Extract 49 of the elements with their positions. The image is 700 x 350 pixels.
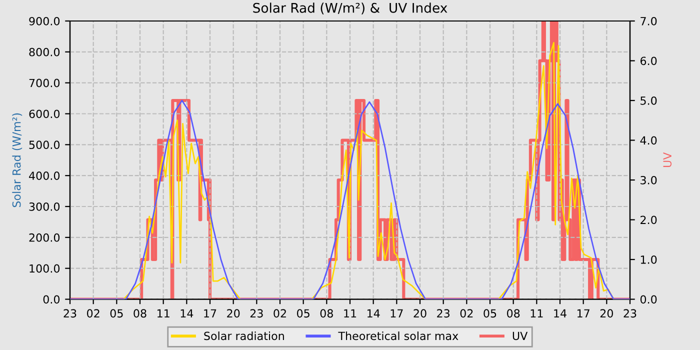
y-tick-label: 700.0 <box>29 78 60 88</box>
y2-tick-label: 1.0 <box>640 255 657 264</box>
x-tick-label: 02 <box>274 309 286 318</box>
x-tick-label: 23 <box>624 309 636 318</box>
x-tick-label: 17 <box>577 309 590 318</box>
y2-tick-label: 2.0 <box>640 216 657 224</box>
y-tick-label: 800.0 <box>29 48 60 56</box>
y2-tick-label: 3.0 <box>640 176 657 184</box>
y2-tick-label: 7.0 <box>640 16 657 26</box>
x-tick-label: 23 <box>437 309 450 318</box>
x-tick-label: 11 <box>530 309 543 318</box>
x-tick-label: 23 <box>250 309 263 318</box>
y-tick-label: 600.0 <box>29 110 60 118</box>
y2-axis-title: UV <box>663 152 672 168</box>
x-tick-label: 05 <box>296 309 310 318</box>
legend-label: Solar radiation <box>204 332 284 340</box>
x-tick-label: 11 <box>157 309 170 318</box>
y-tick-label: 300.0 <box>29 202 60 211</box>
x-tick-label: 02 <box>86 309 100 318</box>
x-tick-label: 23 <box>64 309 76 318</box>
x-tick-label: 20 <box>414 309 426 318</box>
x-tick-label: 05 <box>484 309 496 318</box>
y-tick-label: 400.0 <box>29 172 60 180</box>
chart-title: Solar Rad (W/m²) & UV Index <box>253 2 448 14</box>
x-tick-label: 20 <box>600 309 613 318</box>
y2-tick-label: 5.0 <box>640 96 657 105</box>
x-tick-label: 14 <box>180 309 194 318</box>
y-tick-label: 0.0 <box>43 295 60 304</box>
y-axis-title: Solar Rad (W/m²) <box>12 113 22 208</box>
x-tick-label: 14 <box>554 309 566 318</box>
y-tick-label: 900.0 <box>29 16 60 26</box>
y-tick-label: 200.0 <box>29 233 60 242</box>
x-tick-label: 08 <box>506 309 520 318</box>
x-tick-label: 02 <box>460 309 473 318</box>
x-tick-label: 17 <box>390 309 403 318</box>
x-tick-label: 05 <box>110 309 123 318</box>
x-tick-label: 14 <box>367 309 380 318</box>
legend-label: UV <box>512 332 528 340</box>
x-tick-label: 20 <box>227 309 240 318</box>
x-tick-label: 08 <box>320 309 333 318</box>
y2-tick-label: 4.0 <box>640 136 657 145</box>
y-tick-label: 100.0 <box>30 264 60 273</box>
x-tick-label: 08 <box>134 309 146 318</box>
legend-label: Theoretical solar max <box>338 332 458 340</box>
y2-tick-label: 6.0 <box>640 56 657 66</box>
y-tick-label: 500.0 <box>29 140 60 150</box>
x-tick-label: 11 <box>344 309 356 318</box>
x-tick-label: 17 <box>204 309 216 318</box>
y2-tick-label: 0.0 <box>640 295 657 304</box>
